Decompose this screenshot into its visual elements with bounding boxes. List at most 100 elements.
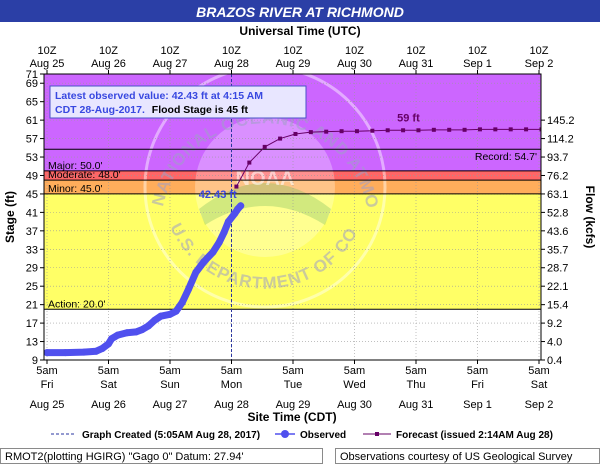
bottom-tick-time-3: 5am xyxy=(221,365,242,377)
top-tick-date-8: Sep 2 xyxy=(525,58,554,70)
info-line-2-flood: Flood Stage is 45 ft xyxy=(152,104,249,116)
observed-point-13 xyxy=(157,312,165,320)
threshold-label-minor: Minor: 45.0' xyxy=(48,183,103,195)
bottom-tick-time-8: 5am xyxy=(528,365,549,377)
bottom-tick-time-6: 5am xyxy=(405,365,426,377)
top-tick-hour-6: 10Z xyxy=(407,45,426,57)
bottom-tick-date-2: Aug 27 xyxy=(153,399,188,411)
top-tick-hour-0: 10Z xyxy=(38,45,57,57)
bottom-tick-date-6: Aug 31 xyxy=(399,399,434,411)
left-tick-label-10: 49 xyxy=(26,170,38,182)
left-tick-label-6: 33 xyxy=(26,244,38,256)
bottom-tick-day-3: Mon xyxy=(221,379,242,391)
observed-point-3 xyxy=(92,347,100,355)
right-tick-label-5: 28.7 xyxy=(547,263,568,275)
observed-point-15 xyxy=(172,307,180,315)
bottom-tick-day-6: Thu xyxy=(407,379,426,391)
bottom-tick-day-2: Sun xyxy=(160,379,180,391)
left-tick-label-4: 25 xyxy=(26,281,38,293)
observed-point-19 xyxy=(200,258,208,266)
observed-point-16 xyxy=(178,298,186,306)
forecast-peak-label: 59 ft xyxy=(397,112,420,124)
source-footer: Observations courtesy of US Geological S… xyxy=(335,448,600,464)
right-tick-label-7: 43.6 xyxy=(547,226,568,238)
bottom-tick-time-4: 5am xyxy=(282,365,303,377)
left-tick-label-13: 61 xyxy=(26,115,38,127)
top-tick-date-3: Aug 28 xyxy=(214,58,249,70)
observed-point-17 xyxy=(184,285,192,293)
top-tick-date-4: Aug 29 xyxy=(276,58,311,70)
right-tick-label-0: 0.4 xyxy=(547,355,562,367)
forecast-point-18 xyxy=(508,127,513,132)
left-tick-label-11: 53 xyxy=(26,152,38,164)
top-tick-hour-8: 10Z xyxy=(530,45,549,57)
legend: Graph Created (5:05AM Aug 28, 2017) Obse… xyxy=(51,430,553,441)
observed-point-5 xyxy=(105,340,112,348)
legend-observed: Observed xyxy=(300,430,346,441)
left-tick-label-8: 41 xyxy=(26,207,38,219)
observed-point-6 xyxy=(108,335,116,343)
top-tick-date-7: Sep 1 xyxy=(463,58,492,70)
y-axis-right-label: Flow (kcfs) xyxy=(583,186,597,249)
top-tick-hour-1: 10Z xyxy=(99,45,118,57)
bottom-tick-time-2: 5am xyxy=(159,365,180,377)
right-tick-label-6: 35.7 xyxy=(547,244,568,256)
threshold-label-action: Action: 20.0' xyxy=(48,298,105,310)
bottom-tick-date-4: Aug 29 xyxy=(276,399,311,411)
bottom-tick-date-3: Aug 28 xyxy=(214,399,249,411)
bottom-tick-date-1: Aug 26 xyxy=(91,399,126,411)
bottom-tick-date-0: Aug 25 xyxy=(30,399,65,411)
left-tick-label-3: 21 xyxy=(26,300,38,312)
forecast-point-12 xyxy=(416,128,421,133)
forecast-point-16 xyxy=(477,127,482,132)
bottom-tick-date-8: Sep 2 xyxy=(525,399,554,411)
bottom-tick-day-4: Tue xyxy=(284,379,303,391)
info-line-1: Latest observed value: 42.43 ft at 4:15 … xyxy=(55,90,263,102)
bottom-tick-date-7: Sep 1 xyxy=(463,399,492,411)
observed-point-10 xyxy=(138,326,146,334)
forecast-point-19 xyxy=(524,127,529,132)
title-bar xyxy=(0,0,600,22)
forecast-point-7 xyxy=(339,129,344,134)
observed-point-12 xyxy=(151,316,159,324)
observed-point-1 xyxy=(61,349,69,357)
forecast-point-10 xyxy=(385,128,390,133)
latest-observation-box: Latest observed value: 42.43 ft at 4:15 … xyxy=(49,85,307,119)
top-tick-date-1: Aug 26 xyxy=(91,58,126,70)
left-tick-label-15: 69 xyxy=(26,78,38,90)
right-tick-label-2: 9.2 xyxy=(547,318,562,330)
observed-point-23 xyxy=(224,218,232,226)
bottom-tick-day-5: Wed xyxy=(343,379,365,391)
right-tick-label-1: 4.0 xyxy=(547,337,562,349)
bottom-tick-day-7: Fri xyxy=(471,379,484,391)
record-label: Record: 54.7' xyxy=(475,151,537,163)
right-tick-label-4: 22.1 xyxy=(547,281,568,293)
top-tick-date-5: Aug 30 xyxy=(337,58,372,70)
observed-point-26 xyxy=(237,202,245,210)
observed-point-14 xyxy=(166,310,174,318)
forecast-point-13 xyxy=(431,127,436,132)
bottom-tick-time-5: 5am xyxy=(344,365,365,377)
left-tick-label-12: 57 xyxy=(26,134,38,146)
datum-footer: RMOT2(plotting HGIRG) "Gago 0" Datum: 27… xyxy=(0,448,323,464)
forecast-point-8 xyxy=(354,129,359,134)
bottom-tick-time-0: 5am xyxy=(36,365,57,377)
forecast-point-9 xyxy=(370,128,375,133)
forecast-point-17 xyxy=(493,127,498,132)
bottom-tick-time-7: 5am xyxy=(467,365,488,377)
right-tick-label-3: 15.4 xyxy=(547,300,568,312)
forecast-point-20 xyxy=(539,127,541,132)
forecast-point-11 xyxy=(401,128,406,133)
forecast-point-0 xyxy=(234,184,239,189)
left-tick-label-5: 29 xyxy=(26,263,38,275)
band-moderate xyxy=(44,170,541,181)
observed-point-9 xyxy=(132,328,140,336)
forecast-point-15 xyxy=(462,127,467,132)
forecast-point-3 xyxy=(278,136,283,141)
observed-point-7 xyxy=(114,331,122,339)
bottom-tick-day-8: Sat xyxy=(531,379,548,391)
observed-point-2 xyxy=(80,348,88,356)
info-line-2: CDT 28-Aug-2017. Flood Stage is 45 ft xyxy=(55,104,249,116)
band-action xyxy=(44,193,541,310)
